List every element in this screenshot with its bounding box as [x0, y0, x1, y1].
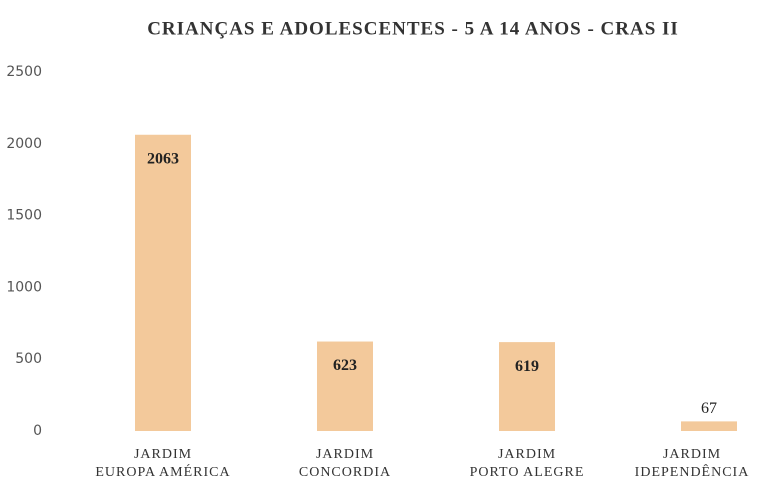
y-tick-label: 500 [15, 351, 42, 367]
y-tick-label: 0 [33, 423, 42, 439]
y-tick-label: 1500 [6, 208, 42, 224]
y-tick-label: 2000 [6, 136, 42, 152]
data-label: 619 [515, 358, 539, 375]
data-label: 623 [333, 357, 357, 374]
bar [499, 342, 555, 431]
bar [135, 134, 191, 431]
x-tick-label: JARDIM IDEPENDÊNCIA [634, 447, 750, 480]
data-label: 67 [701, 400, 717, 417]
y-tick-label: 2500 [6, 64, 42, 80]
y-tick-label: 1000 [6, 279, 42, 295]
x-tick-label: JARDIM CONCORDIA [298, 447, 392, 480]
chart-title: CRIANÇAS E ADOLESCENTES - 5 A 14 ANOS - … [147, 18, 679, 39]
bar [317, 341, 373, 431]
x-tick-label: JARDIM PORTO ALEGRE [469, 447, 585, 480]
bar [681, 421, 737, 431]
data-label: 2063 [147, 150, 179, 167]
x-tick-label: JARDIM EUROPA AMÉRICA [95, 447, 231, 480]
